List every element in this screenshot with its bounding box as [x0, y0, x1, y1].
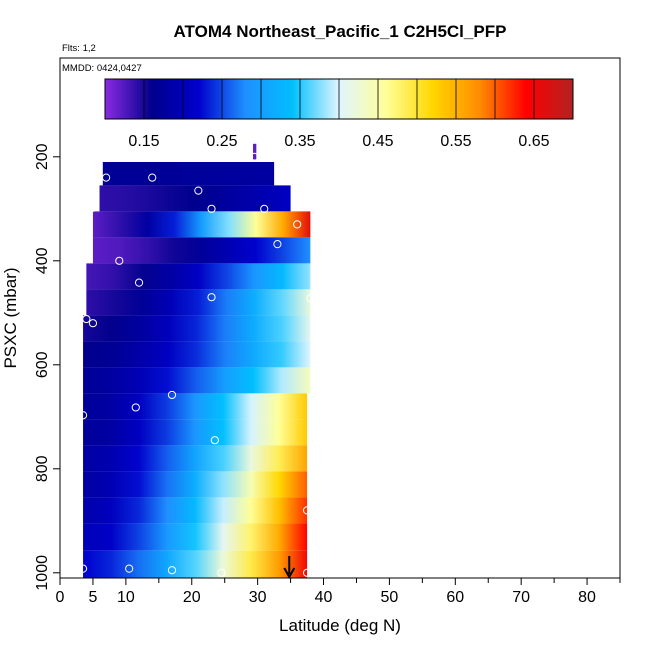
sample-point — [125, 564, 134, 573]
heatmap-row — [83, 341, 311, 368]
sample-point — [115, 256, 124, 265]
y-tick-label: 800 — [34, 455, 51, 482]
y-tick-label: 200 — [34, 143, 51, 170]
latitude-arrow-marker — [283, 556, 296, 580]
sample-point — [210, 436, 219, 445]
heatmap-layer — [83, 143, 311, 578]
mmdd-label: MMDD: 0424,0427 — [62, 63, 142, 74]
flights-label: Flts: 1,2 — [62, 43, 96, 54]
sample-point — [88, 203, 98, 212]
sample-point — [273, 240, 282, 249]
heatmap-row — [83, 367, 311, 394]
sample-point — [293, 220, 302, 229]
colorbar-tick-label: 0.25 — [206, 133, 237, 150]
sample-point — [260, 204, 269, 213]
sample-point — [131, 403, 140, 412]
x-tick-label: 80 — [578, 589, 596, 606]
x-tick-label: 5 — [88, 589, 97, 606]
heatmap-row — [102, 162, 275, 186]
arrow-head — [283, 567, 296, 580]
sample-point — [88, 319, 98, 328]
y-axis-title: PSXC (mbar) — [1, 267, 20, 368]
heatmap-row — [83, 550, 308, 578]
heatmap-row — [92, 237, 311, 264]
sample-point — [102, 173, 111, 182]
sample-point — [167, 390, 177, 400]
y-tick-label: 1000 — [34, 555, 51, 591]
colorbar: 0.15 0.25 0.35 0.45 0.55 0.65 — [104, 78, 574, 150]
x-tick-label: 20 — [183, 589, 201, 606]
heatmap-row — [86, 263, 311, 290]
sample-point — [167, 566, 177, 575]
colorbar-tick-label: 0.15 — [128, 133, 159, 150]
colorbar-dividers — [143, 79, 535, 119]
sample-point — [207, 293, 216, 302]
sample-point — [302, 568, 312, 577]
heatmap-row — [83, 445, 308, 472]
x-tick-label: 60 — [446, 589, 464, 606]
x-tick-label: 40 — [315, 589, 333, 606]
colorbar-tick-label: 0.35 — [284, 133, 315, 150]
colorbar-frame — [104, 78, 574, 120]
sample-point — [78, 411, 88, 420]
heatmap-row — [83, 497, 308, 524]
x-axis: 0 5 10 20 30 40 50 60 70 80 — [56, 578, 621, 606]
heatmap-row — [253, 143, 257, 160]
chart-title: ATOM4 Northeast_Pacific_1 C2H5Cl_PFP — [174, 22, 507, 41]
heatmap-row — [83, 419, 308, 446]
sample-point — [78, 564, 88, 573]
heatmap-row — [83, 523, 308, 551]
sample-point — [250, 152, 259, 161]
x-tick-label: 10 — [117, 589, 135, 606]
x-tick-label: 70 — [512, 589, 530, 606]
sample-point — [217, 568, 226, 577]
y-tick-label: 600 — [34, 351, 51, 378]
sample-point — [207, 204, 216, 213]
sample-point — [134, 278, 144, 287]
sample-points — [78, 152, 315, 577]
heatmap-row — [86, 289, 311, 316]
y-tick-label: 400 — [34, 247, 51, 274]
heatmap-row — [83, 393, 308, 420]
x-tick-label: 50 — [381, 589, 399, 606]
x-tick-label: 0 — [56, 589, 65, 606]
plot-frame — [59, 57, 621, 579]
sample-point — [148, 173, 157, 182]
sample-point — [302, 506, 312, 515]
heatmap-row — [83, 315, 311, 342]
colorbar-tick-label: 0.45 — [362, 133, 393, 150]
sample-point — [306, 294, 315, 303]
sample-point — [194, 186, 203, 195]
sample-point — [82, 314, 91, 324]
colorbar-tick-label: 0.55 — [440, 133, 471, 150]
colorbar-tick-label: 0.65 — [518, 133, 549, 150]
colorbar-tick-labels: 0.15 0.25 0.35 0.45 0.55 0.65 — [128, 133, 549, 150]
x-axis-title: Latitude (deg N) — [279, 616, 401, 635]
x-tick-label: 30 — [249, 589, 267, 606]
y-axis: 200 400 600 800 1000 — [34, 143, 60, 591]
heatmap-row — [92, 211, 311, 238]
heatmap-row — [83, 471, 308, 498]
